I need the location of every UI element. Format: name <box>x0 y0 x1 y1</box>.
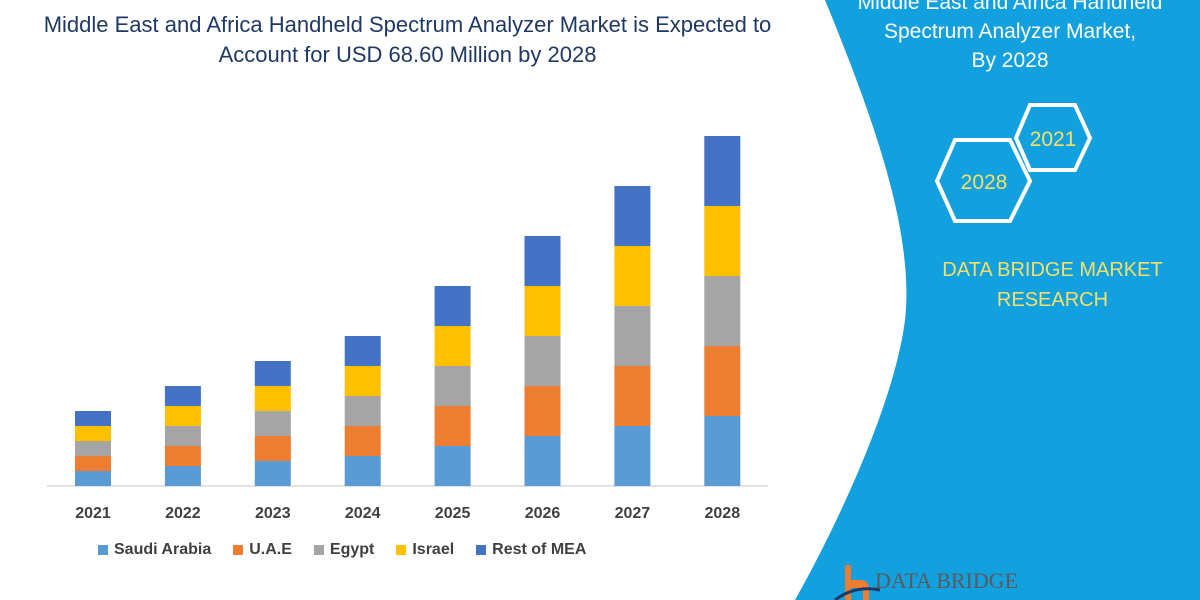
bar-segment-u-a-e-2028 <box>704 346 741 416</box>
bar-segment-saudi-arabia-2022 <box>164 466 201 486</box>
legend-swatch <box>233 545 244 555</box>
title-line-2: Account for USD 68.60 Million by 2028 <box>218 42 597 67</box>
bar-segment-rest-of-mea-2027 <box>614 186 651 246</box>
brand-text: DATA BRIDGE MARKET RESEARCH <box>905 255 1200 315</box>
legend-swatch <box>476 545 487 555</box>
bar-segment-israel-2024 <box>344 366 381 396</box>
bar-segment-u-a-e-2025 <box>434 406 471 446</box>
legend-label: Saudi Arabia <box>114 541 212 558</box>
x-tick-label: 2028 <box>705 505 741 522</box>
bar-segment-rest-of-mea-2024 <box>344 336 381 366</box>
bar-segment-rest-of-mea-2025 <box>434 286 471 326</box>
bar-segment-israel-2028 <box>704 206 741 276</box>
hex-label-2021: 2021 <box>1030 128 1077 151</box>
bar-segment-israel-2026 <box>524 286 561 336</box>
side-title-line-1: Spectrum Analyzer Market, <box>883 20 1137 43</box>
legend-item: Rest of MEA <box>476 541 586 559</box>
bar-segment-israel-2023 <box>254 386 291 411</box>
bar-segment-rest-of-mea-2026 <box>524 236 561 286</box>
bar-segment-rest-of-mea-2028 <box>704 136 741 206</box>
x-tick-label: 2022 <box>165 505 201 522</box>
x-tick-label: 2023 <box>255 505 291 522</box>
legend-swatch <box>98 545 108 555</box>
x-tick-label: 2024 <box>345 505 381 522</box>
bar-segment-egypt-2024 <box>344 396 381 426</box>
bar-segment-egypt-2027 <box>614 306 651 366</box>
side-title-line-0: Middle East and Africa Handheld <box>857 0 1163 14</box>
bar-segment-saudi-arabia-2025 <box>434 446 471 486</box>
x-tick-label: 2027 <box>615 505 651 522</box>
stacked-bar-chart: 2021 2022 2023 2024 2025 2026 2027 2028 <box>47 136 768 522</box>
bar-segment-saudi-arabia-2021 <box>75 471 111 486</box>
legend-label: U.A.E <box>249 541 292 558</box>
hex-label-2028: 2028 <box>961 171 1008 194</box>
bar-segment-israel-2025 <box>434 326 471 366</box>
bar-segment-saudi-arabia-2028 <box>704 416 741 486</box>
bar-segment-u-a-e-2022 <box>164 446 201 466</box>
legend-item: Egypt <box>313 541 375 559</box>
side-title-line-2: By 2028 <box>971 49 1049 72</box>
bar-segment-u-a-e-2023 <box>254 436 291 461</box>
bar-segment-egypt-2021 <box>75 441 111 456</box>
logo-icon <box>834 565 881 600</box>
bar-segment-saudi-arabia-2026 <box>524 436 561 486</box>
bar-segment-rest-of-mea-2023 <box>254 361 291 386</box>
bar-segment-u-a-e-2024 <box>344 426 381 456</box>
title-line-1: Middle East and Africa Handheld Spectrum… <box>43 12 772 37</box>
bar-segment-egypt-2025 <box>434 366 471 406</box>
hexagon-2028 <box>934 138 1033 223</box>
legend-item: Israel <box>396 541 454 559</box>
bar-segment-egypt-2026 <box>524 336 561 386</box>
bar-segment-israel-2022 <box>164 406 201 426</box>
bar-segment-saudi-arabia-2024 <box>344 456 381 486</box>
brand-line-2: RESEARCH <box>996 289 1109 311</box>
bar-segment-egypt-2028 <box>704 276 741 346</box>
legend-item: U.A.E <box>233 541 292 559</box>
bar-segment-rest-of-mea-2021 <box>75 411 111 426</box>
side-panel-shape <box>795 0 1200 600</box>
legend-swatch <box>313 545 324 555</box>
bar-segment-u-a-e-2021 <box>75 456 111 471</box>
bar-segment-egypt-2022 <box>164 426 201 446</box>
legend-label: Rest of MEA <box>492 541 587 558</box>
logo-text: DATA BRIDGE <box>875 568 1019 593</box>
legend-label: Egypt <box>329 541 375 558</box>
legend-item: Saudi Arabia <box>98 541 211 559</box>
x-tick-label: 2021 <box>75 505 111 522</box>
brand-line-1: DATA BRIDGE MARKET <box>942 259 1163 281</box>
bar-segment-saudi-arabia-2027 <box>614 426 651 486</box>
side-panel-title: Middle East and Africa Handheld Spectrum… <box>820 0 1200 75</box>
hexagon-2021 <box>1013 103 1093 172</box>
x-tick-label: 2026 <box>525 505 561 522</box>
legend-swatch <box>396 545 407 555</box>
legend: Saudi Arabia U.A.E Egypt Israel Rest of MEA <box>98 541 586 559</box>
bar-segment-israel-2021 <box>75 426 111 441</box>
bar-segment-u-a-e-2026 <box>524 386 561 436</box>
page-title: Middle East and Africa Handheld Spectrum… <box>0 10 815 70</box>
bar-segment-israel-2027 <box>614 246 651 306</box>
legend-label: Israel <box>412 541 455 558</box>
bar-segment-u-a-e-2027 <box>614 366 651 426</box>
bar-segment-rest-of-mea-2022 <box>164 386 201 406</box>
bar-segment-saudi-arabia-2023 <box>254 461 291 486</box>
bar-segment-egypt-2023 <box>254 411 291 436</box>
x-tick-label: 2025 <box>435 505 471 522</box>
